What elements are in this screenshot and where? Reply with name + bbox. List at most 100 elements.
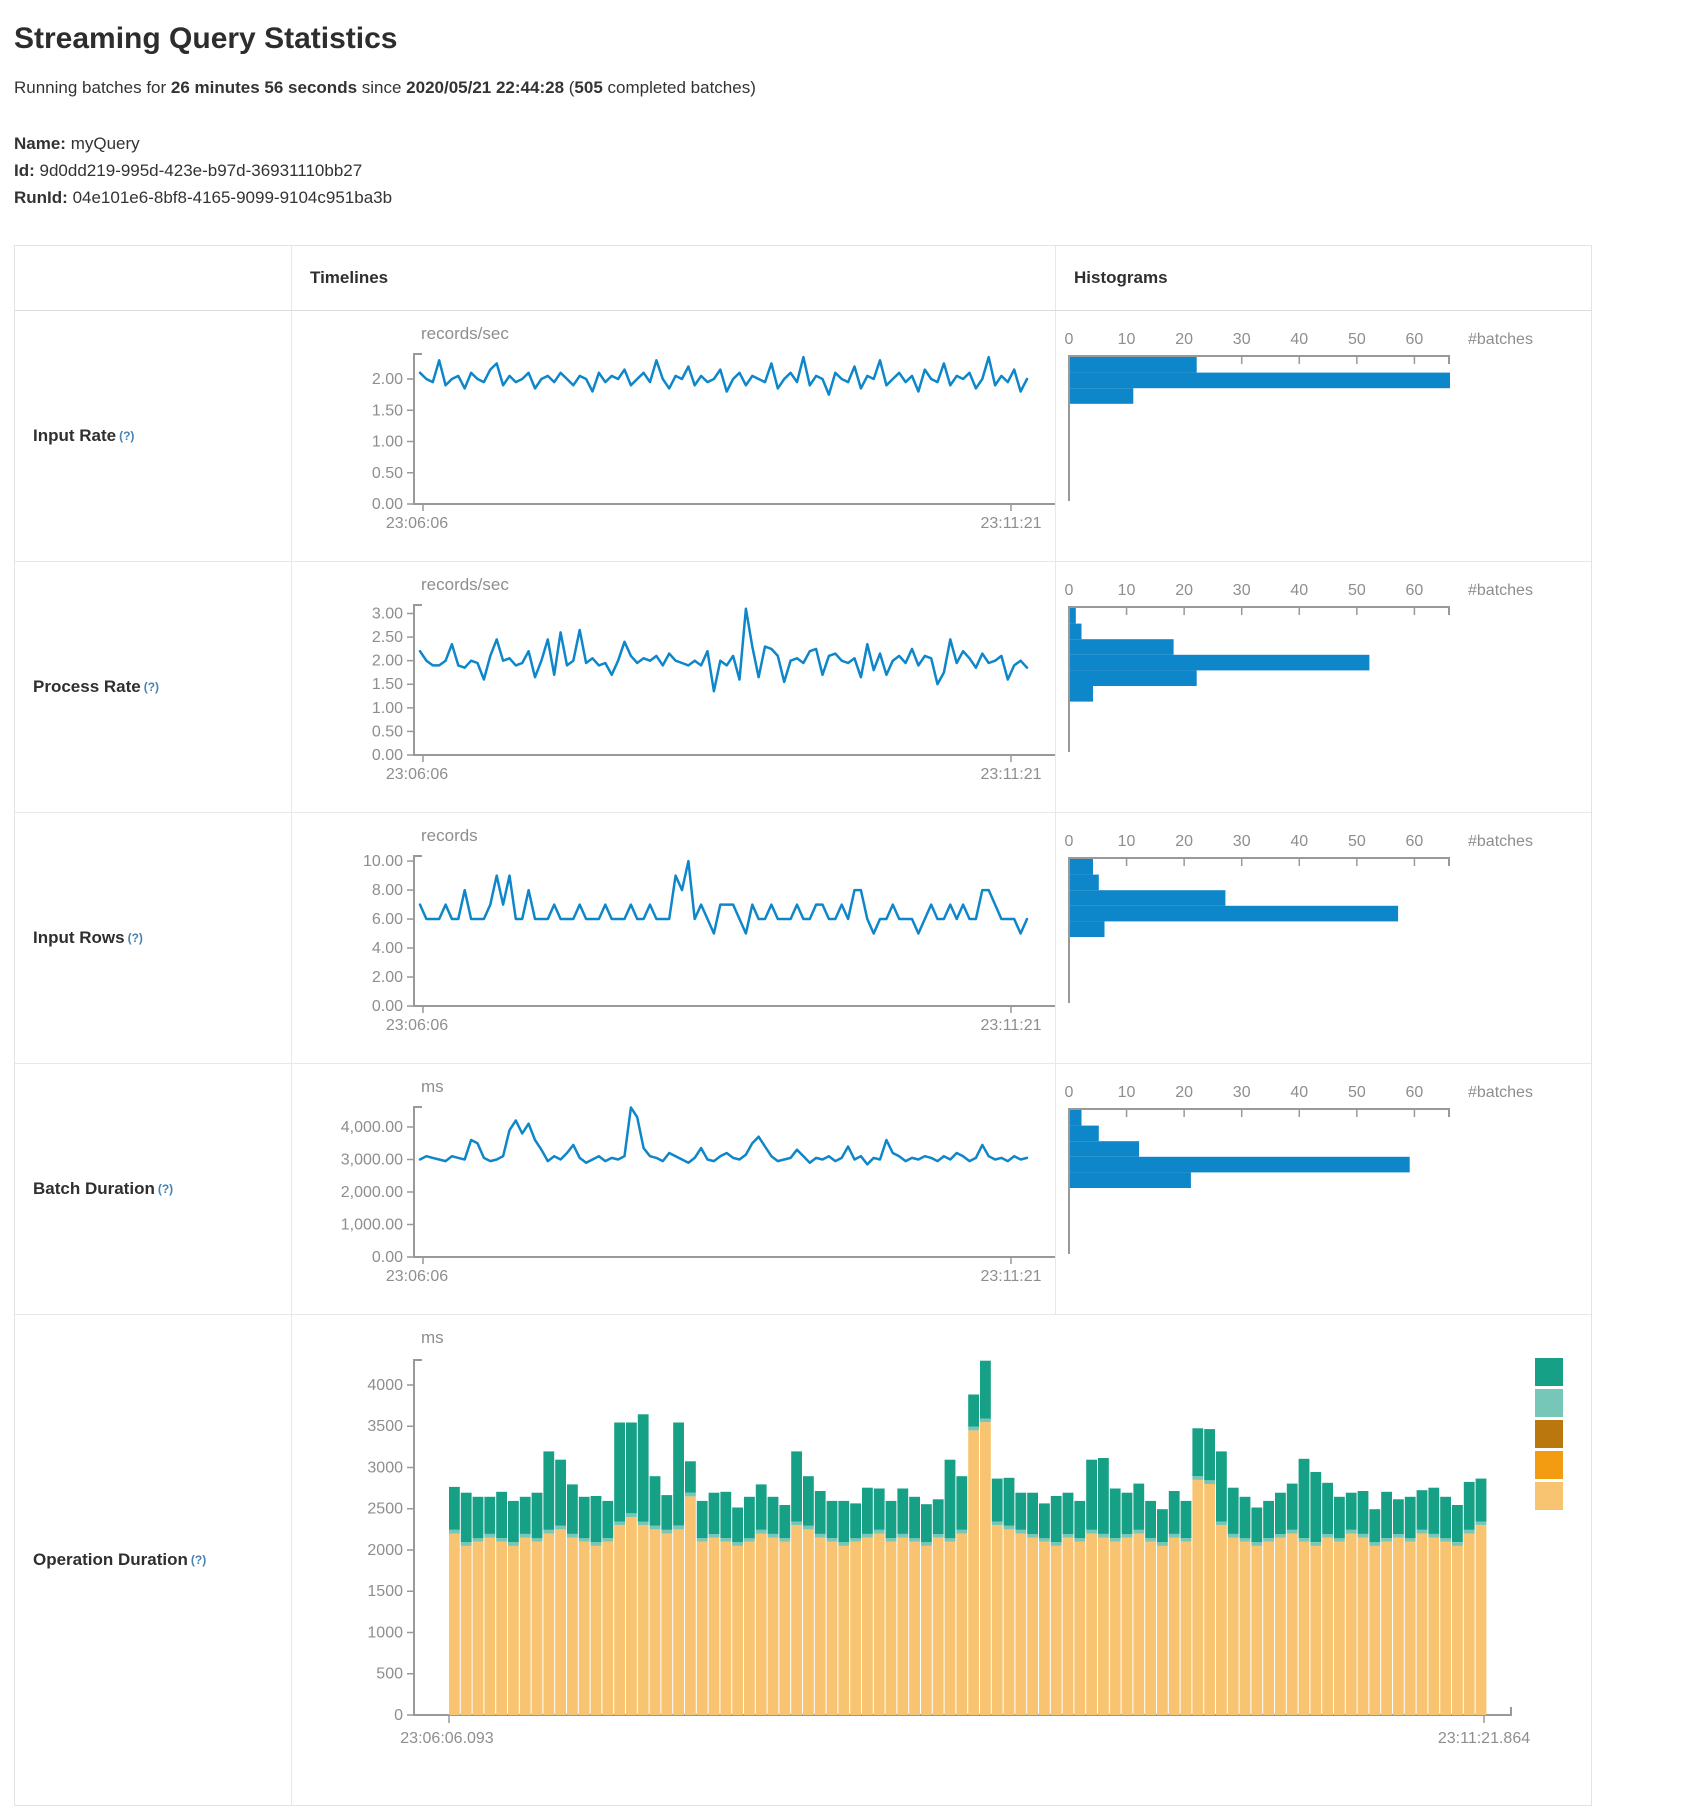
batches-suffix: completed batches)	[602, 78, 756, 97]
svg-text:60: 60	[1406, 833, 1424, 850]
svg-text:30: 30	[1233, 1084, 1251, 1101]
svg-text:50: 50	[1348, 1084, 1366, 1101]
svg-text:60: 60	[1406, 582, 1424, 599]
svg-text:0.00: 0.00	[372, 496, 403, 513]
header-timelines: Timelines	[292, 246, 1056, 310]
svg-text:#batches: #batches	[1468, 582, 1533, 599]
svg-text:0.00: 0.00	[372, 1249, 403, 1266]
svg-text:23:11:21.864: 23:11:21.864	[1438, 1730, 1530, 1747]
svg-text:3,000.00: 3,000.00	[341, 1151, 403, 1168]
svg-text:50: 50	[1348, 833, 1366, 850]
svg-text:30: 30	[1233, 833, 1251, 850]
svg-text:23:11:21: 23:11:21	[980, 1017, 1041, 1034]
query-runid-row: RunId: 04e101e6-8bf8-4165-9099-9104c951b…	[14, 184, 1693, 211]
id-label: Id:	[14, 161, 35, 180]
process-rate-histogram-chart: 0 10 20 30 40 50 60 #batches	[1056, 562, 1591, 812]
help-hint-icon[interactable]: (?)	[127, 931, 143, 945]
svg-text:ms: ms	[421, 1077, 444, 1096]
svg-text:40: 40	[1290, 582, 1308, 599]
svg-text:0: 0	[394, 1707, 403, 1724]
help-hint-icon[interactable]: (?)	[157, 1182, 174, 1196]
running-batches-summary: Running batches for 26 minutes 56 second…	[14, 78, 1693, 98]
completed-batches-count: 505	[574, 78, 603, 97]
svg-text:23:11:21: 23:11:21	[980, 1268, 1041, 1285]
svg-text:4,000.00: 4,000.00	[341, 1119, 403, 1136]
svg-text:60: 60	[1406, 331, 1424, 348]
svg-text:ms: ms	[421, 1328, 444, 1347]
svg-text:1.00: 1.00	[372, 434, 403, 451]
svg-text:30: 30	[1233, 331, 1251, 348]
svg-text:23:11:21: 23:11:21	[980, 766, 1041, 783]
svg-text:10: 10	[1118, 331, 1136, 348]
input-rate-histogram-chart: 0 10 20 30 40 50 60 #batches	[1056, 311, 1591, 561]
svg-text:2500: 2500	[367, 1501, 403, 1518]
row-label-input-rate: Input Rate (?)	[15, 311, 292, 561]
svg-text:1.50: 1.50	[372, 402, 403, 419]
svg-text:40: 40	[1290, 331, 1308, 348]
help-hint-icon[interactable]: (?)	[119, 429, 135, 443]
legend-swatch	[1535, 1420, 1563, 1448]
svg-text:23:11:21: 23:11:21	[980, 515, 1041, 532]
start-time: 2020/05/21 22:44:28	[406, 78, 565, 97]
name-value: myQuery	[70, 134, 140, 153]
svg-text:0.50: 0.50	[372, 723, 403, 740]
query-name-row: Name: myQuery	[14, 130, 1693, 157]
svg-text:records/sec: records/sec	[421, 324, 509, 343]
metric-label: Process Rate	[33, 677, 141, 696]
table-row: Batch Duration (?) ms 0.00 1,000.00 2,000.00…	[15, 1064, 1591, 1315]
svg-text:30: 30	[1233, 582, 1251, 599]
table-row: Process Rate (?) records/sec 0.00 0.50 1.00 1…	[15, 562, 1591, 813]
svg-text:0: 0	[1065, 1084, 1074, 1101]
process-rate-timeline-chart: records/sec 0.00 0.50 1.00 1.50 2.00 2.50 3.00 2…	[292, 562, 1056, 812]
svg-text:0: 0	[1065, 833, 1074, 850]
svg-text:40: 40	[1290, 833, 1308, 850]
table-header-row: Timelines Histograms	[15, 246, 1591, 311]
svg-text:2.00: 2.00	[372, 371, 403, 388]
svg-text:0.50: 0.50	[372, 465, 403, 482]
table-row: Input Rows (?) records 0.00 2.00 4.00 6.00 8.0…	[15, 813, 1591, 1064]
svg-text:4000: 4000	[367, 1377, 403, 1394]
svg-text:1,000.00: 1,000.00	[341, 1216, 403, 1233]
statistics-table: Timelines Histograms Input Rate (?) recor…	[14, 245, 1592, 1806]
svg-text:23:06:06: 23:06:06	[386, 1017, 448, 1034]
svg-text:0.00: 0.00	[372, 998, 403, 1015]
legend-swatch	[1535, 1358, 1563, 1386]
row-label-process-rate: Process Rate (?)	[15, 562, 292, 812]
svg-text:1.00: 1.00	[372, 700, 403, 717]
svg-text:#batches: #batches	[1468, 331, 1533, 348]
query-metadata: Name: myQuery Id: 9d0dd219-995d-423e-b97…	[14, 130, 1693, 211]
input-rows-timeline-chart: records 0.00 2.00 4.00 6.00 8.00 10.00 23:06:06…	[292, 813, 1056, 1063]
since-label: since	[357, 78, 407, 97]
svg-text:0.00: 0.00	[372, 747, 403, 764]
svg-text:records/sec: records/sec	[421, 575, 509, 594]
svg-text:4.00: 4.00	[372, 940, 403, 957]
row-label-batch-duration: Batch Duration (?)	[15, 1064, 292, 1314]
metric-label: Batch Duration	[33, 1179, 155, 1198]
runid-value: 04e101e6-8bf8-4165-9099-9104c951ba3b	[72, 188, 393, 207]
svg-text:1.50: 1.50	[372, 676, 403, 693]
metric-label: Input Rate	[33, 426, 117, 445]
legend-swatch	[1535, 1451, 1563, 1479]
svg-text:20: 20	[1175, 331, 1193, 348]
svg-text:0: 0	[1065, 582, 1074, 599]
svg-text:23:06:06.093: 23:06:06.093	[400, 1730, 494, 1747]
svg-text:20: 20	[1175, 582, 1193, 599]
svg-text:40: 40	[1290, 1084, 1308, 1101]
metric-label: Operation Duration	[33, 1550, 188, 1569]
help-hint-icon[interactable]: (?)	[143, 680, 160, 694]
svg-text:#batches: #batches	[1468, 833, 1533, 850]
help-hint-icon[interactable]: (?)	[190, 1553, 207, 1567]
svg-text:2000: 2000	[367, 1542, 403, 1559]
svg-text:10.00: 10.00	[363, 853, 403, 870]
id-value: 9d0dd219-995d-423e-b97d-36931110bb27	[39, 161, 363, 180]
header-empty-cell	[15, 246, 292, 310]
page-title: Streaming Query Statistics	[14, 22, 398, 55]
svg-text:3000: 3000	[367, 1459, 403, 1476]
svg-text:10: 10	[1118, 1084, 1136, 1101]
table-row: Input Rate (?) records/sec 0.00 0.50 1.00 1.5…	[15, 311, 1591, 562]
svg-text:20: 20	[1175, 1084, 1193, 1101]
metric-label: Input Rows	[33, 928, 125, 947]
name-label: Name:	[14, 134, 66, 153]
row-label-operation-duration: Operation Duration (?)	[15, 1315, 292, 1805]
svg-text:2.50: 2.50	[372, 629, 403, 646]
